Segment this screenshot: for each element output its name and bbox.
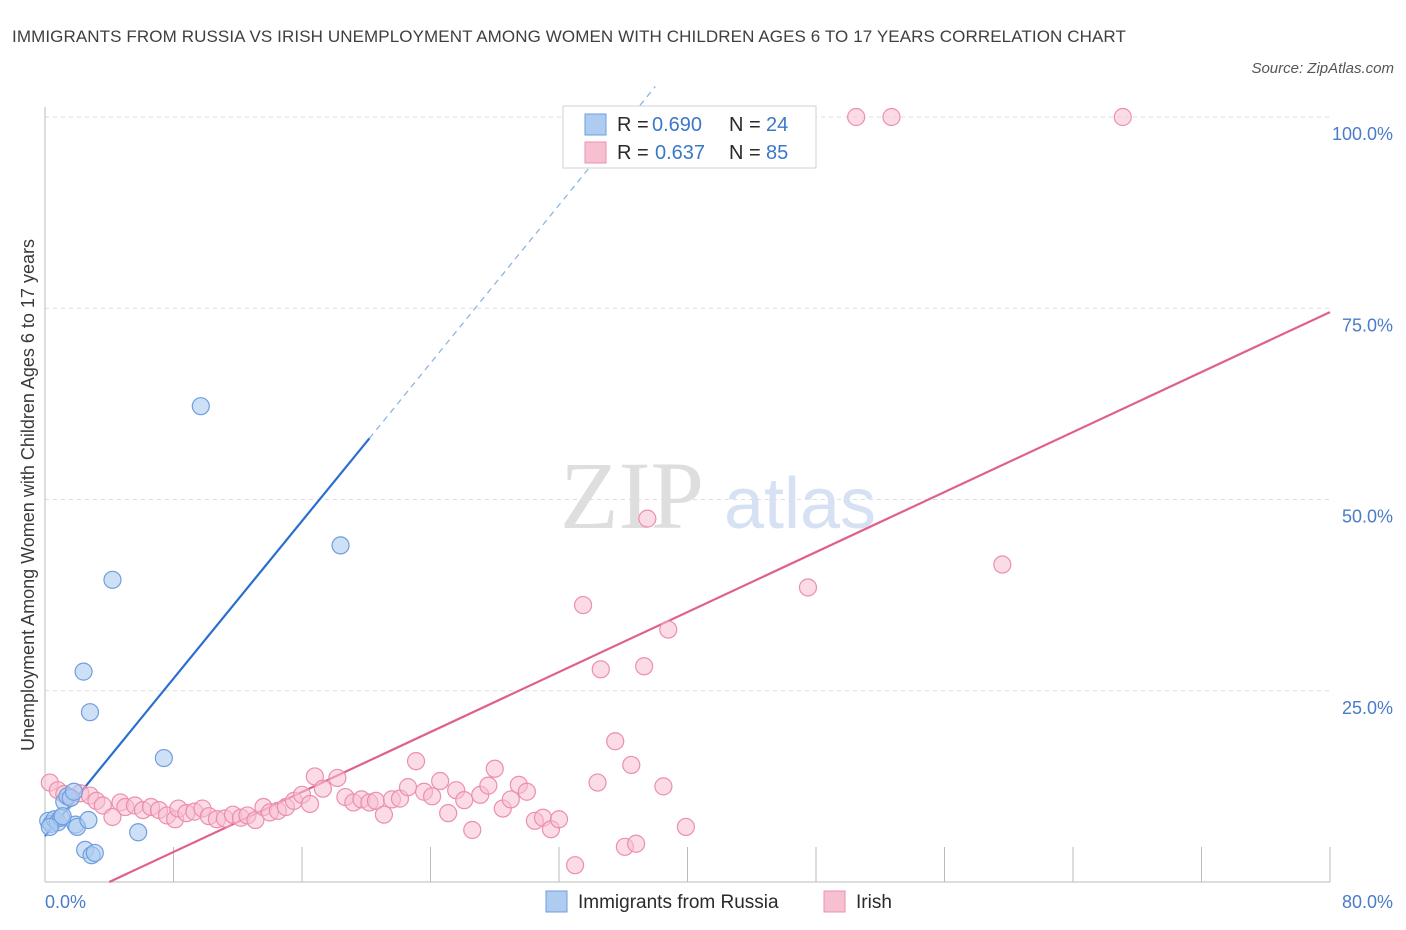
russia-point	[64, 782, 84, 801]
watermark-atlas: atlas	[724, 464, 876, 544]
irish-point	[501, 790, 520, 809]
irish-point	[993, 555, 1012, 574]
russia-point	[53, 807, 72, 826]
chart-title: IMMIGRANTS FROM RUSSIA VS IRISH UNEMPLOY…	[12, 27, 1126, 46]
irish-point	[676, 817, 695, 837]
y-axis-title: Unemployment Among Women with Children A…	[18, 239, 38, 751]
irish-point	[103, 807, 122, 827]
irish-point	[328, 768, 347, 788]
y-tick-label: 50.0%	[1342, 507, 1393, 527]
irish-point	[882, 107, 901, 127]
legend-swatch-russia-bottom	[545, 890, 568, 913]
watermark-zip: ZIP	[560, 442, 704, 549]
russia-point	[79, 810, 98, 830]
legend-r-label-russia: R =	[617, 114, 649, 136]
irish-point	[479, 776, 498, 795]
legend-n-value-russia: 24	[766, 114, 788, 136]
irish-points	[40, 107, 1132, 875]
russia-point	[129, 823, 148, 842]
irish-point	[588, 773, 607, 792]
irish-trend-line	[108, 311, 1331, 883]
legend-n-label-russia: N =	[729, 114, 761, 136]
irish-point	[549, 810, 569, 829]
irish-point	[485, 759, 504, 778]
source-label: Source: ZipAtlas.com	[1251, 60, 1394, 77]
x-tick-label: 0.0%	[45, 892, 86, 912]
y-tick-label: 25.0%	[1342, 698, 1393, 718]
irish-point	[626, 834, 646, 853]
legend-swatch-russia	[584, 113, 607, 136]
russia-point	[85, 843, 104, 863]
legend-r-value-irish: 0.637	[655, 142, 705, 164]
series-legend: Immigrants from Russia Irish	[545, 890, 892, 913]
irish-point	[463, 820, 482, 840]
x-tick-label: 80.0%	[1342, 892, 1393, 912]
legend-n-value-irish: 85	[766, 142, 788, 164]
russia-point	[103, 570, 122, 589]
irish-point	[517, 782, 536, 801]
grid-lines	[45, 116, 1330, 692]
legend-label-russia: Immigrants from Russia	[578, 892, 779, 913]
irish-point	[659, 620, 678, 639]
irish-point	[798, 578, 818, 597]
axes	[44, 107, 1331, 883]
correlation-legend: R = 0.690 N = 24 R = 0.637 N = 85	[562, 105, 817, 169]
irish-point	[1113, 107, 1132, 127]
irish-point	[423, 787, 442, 806]
russia-point	[80, 703, 100, 722]
legend-swatch-irish-bottom	[823, 890, 846, 913]
russia-point	[191, 397, 210, 416]
legend-r-value-russia: 0.690	[652, 114, 702, 136]
watermark: ZIP atlas	[560, 442, 876, 549]
russia-point	[74, 662, 93, 681]
irish-point	[635, 657, 654, 676]
irish-point	[300, 794, 320, 814]
irish-point	[374, 805, 394, 824]
irish-point	[439, 804, 458, 823]
irish-point	[565, 856, 585, 875]
legend-swatch-irish	[584, 141, 607, 164]
irish-point	[638, 509, 657, 528]
legend-label-irish: Irish	[856, 892, 892, 913]
russia-point	[331, 536, 350, 555]
russia-point	[40, 817, 59, 837]
russia-trend-line	[44, 437, 371, 837]
irish-point	[431, 771, 450, 791]
irish-point	[847, 107, 866, 127]
russia-points	[39, 397, 350, 865]
irish-point	[606, 732, 625, 751]
irish-point	[455, 791, 474, 810]
irish-point	[591, 660, 610, 679]
irish-point	[313, 779, 332, 798]
tick-labels: 25.0% 50.0% 75.0% 100.0% 0.0% 80.0%	[45, 124, 1393, 912]
russia-point	[154, 748, 173, 768]
legend-r-label-irish: R =	[617, 142, 649, 164]
y-tick-label: 75.0%	[1342, 315, 1393, 335]
irish-point	[406, 752, 426, 771]
irish-point	[654, 777, 673, 796]
irish-point	[622, 755, 641, 775]
irish-point	[246, 810, 265, 830]
irish-point	[573, 595, 593, 615]
y-tick-label: 100.0%	[1332, 124, 1393, 144]
irish-point	[398, 778, 418, 797]
legend-n-label-irish: N =	[729, 142, 761, 164]
